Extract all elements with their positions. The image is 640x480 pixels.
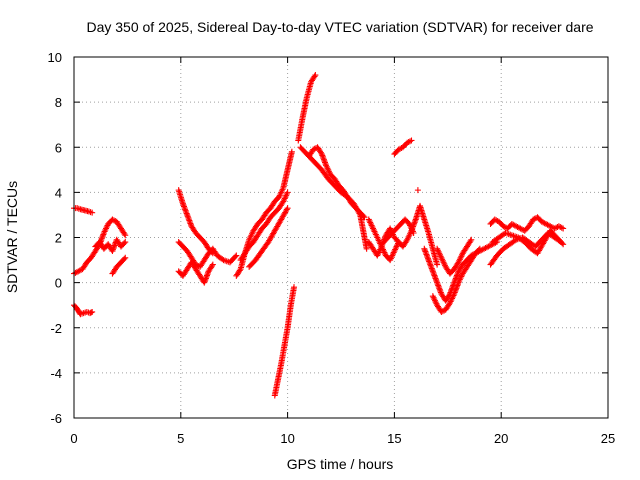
data-point (209, 261, 216, 268)
data-point (414, 187, 421, 194)
data-point (122, 254, 129, 261)
data-point (558, 224, 565, 231)
x-tick-label: 25 (601, 431, 615, 446)
data-point (88, 309, 95, 316)
y-tick-label: -6 (50, 411, 62, 426)
data-point (407, 138, 414, 145)
data-point (89, 209, 96, 216)
data-point (408, 137, 415, 144)
data-point (122, 232, 129, 239)
x-tick-label: 10 (280, 431, 294, 446)
data-point (122, 239, 129, 246)
data-point (317, 149, 324, 156)
axis-ticks: 0 5 10 15 20 25 -6 -4 -2 0 2 4 6 8 10 (48, 50, 616, 446)
data-point (476, 245, 483, 252)
data-point (89, 308, 96, 315)
data-point (284, 205, 291, 212)
y-tick-label: 6 (55, 140, 62, 155)
data-point (312, 72, 319, 79)
data-point (356, 210, 363, 217)
data-point (232, 253, 239, 260)
data-point (233, 252, 240, 259)
data-point (475, 246, 482, 253)
x-tick-label: 20 (494, 431, 508, 446)
data-point (121, 240, 128, 247)
y-tick-label: 8 (55, 95, 62, 110)
y-tick-label: 0 (55, 276, 62, 291)
data-point (363, 245, 370, 252)
data-point (467, 238, 474, 245)
data-point (311, 73, 318, 80)
x-tick-label: 0 (70, 431, 77, 446)
y-tick-label: -4 (50, 366, 62, 381)
data-point (208, 262, 215, 269)
data-point (434, 261, 441, 268)
data-point (291, 284, 298, 291)
data-point (121, 230, 128, 237)
data-point (559, 240, 566, 247)
x-tick-label: 5 (177, 431, 184, 446)
data-markers (71, 72, 567, 399)
data-point (283, 206, 290, 213)
data-point (284, 189, 291, 196)
data-point (560, 225, 567, 232)
x-axis-label: GPS time / hours (287, 456, 394, 472)
data-point (560, 241, 567, 248)
y-tick-label: 2 (55, 231, 62, 246)
y-tick-label: 4 (55, 185, 62, 200)
y-axis-label: SDTVAR / TECUs (4, 181, 20, 293)
y-tick-label: -2 (50, 321, 62, 336)
y-tick-label: 10 (48, 50, 62, 65)
data-point (361, 214, 368, 221)
data-point (121, 255, 128, 262)
x-tick-label: 15 (387, 431, 401, 446)
data-point (468, 236, 475, 243)
data-point (236, 267, 243, 274)
data-point (288, 148, 295, 155)
chart-title: Day 350 of 2025, Sidereal Day-to-day VTE… (86, 19, 593, 35)
